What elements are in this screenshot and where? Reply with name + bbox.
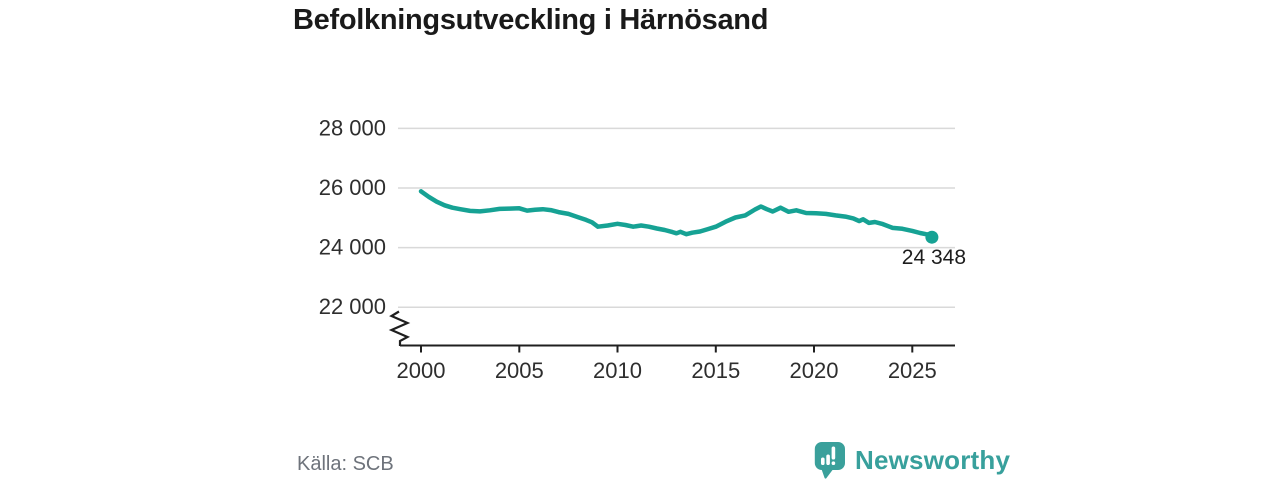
- bar-medium: [826, 454, 830, 465]
- chart-title: Befolkningsutveckling i Härnösand: [293, 4, 769, 36]
- y-axis-tick-label: 28 000: [319, 115, 386, 140]
- x-axis-tick-label: 2010: [593, 358, 642, 383]
- axis-break-icon: [388, 310, 411, 346]
- population-line: [418, 189, 935, 240]
- exclamation-bar: [831, 446, 836, 460]
- newsworthy-logo: Newsworthy: [813, 440, 1010, 480]
- y-axis-tick-label: 22 000: [319, 294, 386, 319]
- x-axis-tick-label: 2000: [397, 358, 446, 383]
- exclamation-dot: [831, 461, 836, 465]
- speech-bubble-shape: [814, 442, 845, 479]
- newsworthy-wordmark: Newsworthy: [855, 444, 1011, 475]
- latest-value-label: 24 348: [902, 246, 966, 269]
- y-axis-tick-label: 26 000: [319, 175, 386, 200]
- x-axis-tick-label: 2005: [495, 358, 544, 383]
- x-axis-tick-label: 2020: [790, 358, 839, 383]
- newsworthy-speech-bubble-chart-icon: [814, 442, 845, 479]
- y-axis-tick-label: 24 000: [319, 235, 386, 260]
- bar-small: [821, 457, 825, 465]
- x-axis-tick-label: 2025: [888, 358, 937, 383]
- latest-value-dot: [925, 230, 939, 244]
- x-axis-tick-label: 2015: [691, 358, 740, 383]
- source-label: Källa: SCB: [297, 453, 394, 475]
